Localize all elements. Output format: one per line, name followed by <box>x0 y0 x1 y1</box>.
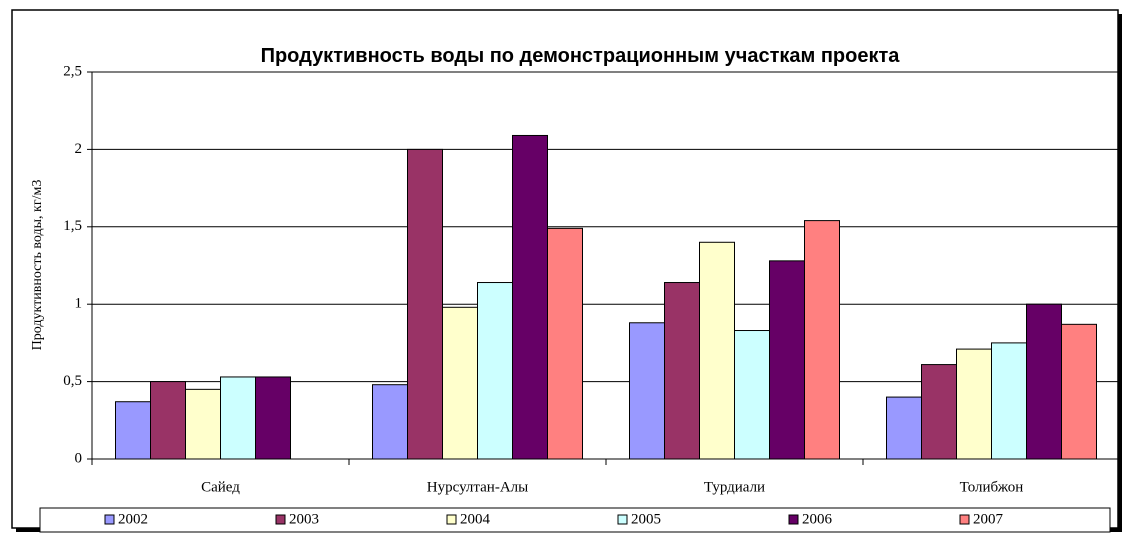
y-axis-label: Продуктивность воды, кг/м3 <box>30 180 45 351</box>
legend-box <box>39 507 1111 533</box>
y-tick-label: 2 <box>75 141 83 157</box>
legend-swatch <box>104 514 115 525</box>
x-tick-label: Турдиали <box>704 479 765 495</box>
bar <box>512 134 548 460</box>
bar <box>991 342 1027 460</box>
bar <box>255 376 291 460</box>
legend-label: 2006 <box>802 511 833 527</box>
x-tick-label: Толибжон <box>960 479 1024 495</box>
y-tick-label: 0 <box>75 450 83 466</box>
bar <box>886 396 922 460</box>
bar <box>664 282 700 460</box>
legend-label: 2003 <box>289 511 319 527</box>
legend-swatch <box>788 514 799 525</box>
bar <box>150 381 186 460</box>
legend-swatch <box>275 514 286 525</box>
legend-label: 2005 <box>631 511 661 527</box>
y-tick-label: 0,5 <box>63 373 82 389</box>
x-tick-label: Нурсултан-Алы <box>427 479 528 495</box>
legend-swatch <box>617 514 628 525</box>
bar <box>1061 323 1097 460</box>
bar <box>734 330 770 460</box>
legend-label: 2004 <box>460 511 491 527</box>
y-tick-label: 1,5 <box>63 218 82 234</box>
bar <box>1026 303 1062 460</box>
bar <box>547 227 583 460</box>
bar <box>442 306 478 460</box>
bar <box>477 282 513 460</box>
y-tick-label: 2,5 <box>63 63 82 79</box>
legend-swatch <box>959 514 970 525</box>
y-tick-label: 1 <box>75 296 83 312</box>
bar <box>407 148 443 460</box>
x-tick-label: Сайед <box>201 479 240 495</box>
legend-swatch <box>446 514 457 525</box>
legend-label: 2002 <box>118 511 148 527</box>
bar <box>220 376 256 460</box>
bar <box>956 348 992 460</box>
bar <box>185 388 221 460</box>
bar <box>699 241 735 460</box>
bar <box>372 384 408 460</box>
bar <box>769 260 805 460</box>
chart-title: Продуктивность воды по демонстрационным … <box>260 45 900 67</box>
legend-label: 2007 <box>973 511 1004 527</box>
bar <box>629 322 665 460</box>
bar <box>115 401 151 460</box>
bar <box>804 220 840 460</box>
bar <box>921 364 957 460</box>
